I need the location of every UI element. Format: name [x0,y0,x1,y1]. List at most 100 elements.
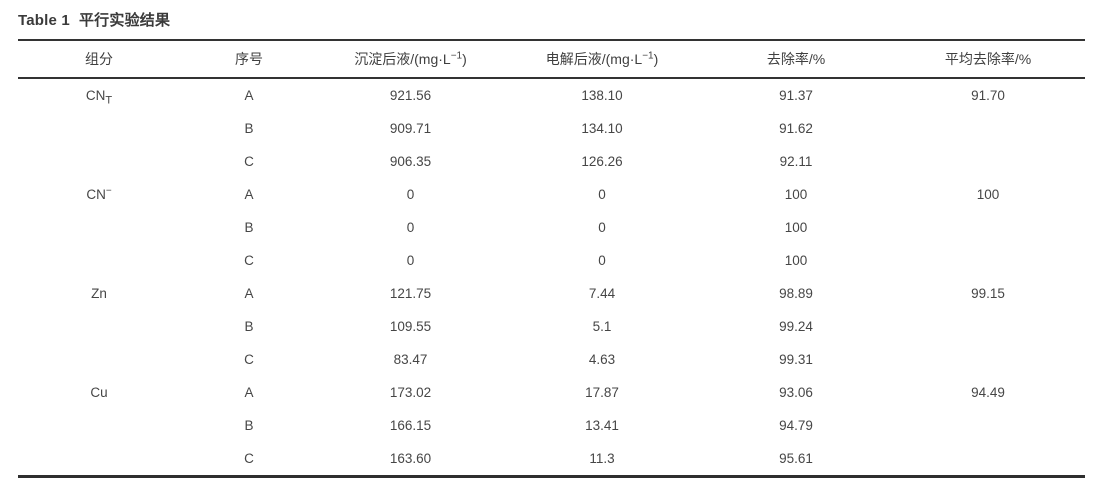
cell-serial: A [244,385,254,400]
cell-removal: 95.61 [779,451,813,466]
col-header-serial: 序号 [180,40,318,78]
cell-component [18,244,180,277]
cell-serial: B [244,121,254,136]
cell-component [18,343,180,376]
cell-precipitation: 83.47 [393,352,428,367]
col-header-electrolysis: 电解后液/(mg·L−1) [503,40,701,78]
header-label: 组分 [85,51,113,67]
cell-removal: 94.79 [779,418,813,433]
component-label: Cu [90,385,108,400]
col-header-removal: 去除率/% [701,40,891,78]
cell-avg_removal: 100 [976,187,1000,202]
cell-electrolysis: 7.44 [588,286,616,301]
header-row: 组分 序号 沉淀后液/(mg·L−1) 电解后液/(mg·L−1) 去除率/% 平均去除率… [18,40,1085,78]
cell-precipitation: 906.35 [389,154,432,169]
cell-component: Cu [18,376,180,409]
table-row: C 83.47 4.63 99.31 [18,343,1085,376]
table-title: Table 1 平行实验结果 [18,9,170,30]
cell-avg_removal [891,211,1085,244]
cell-removal: 99.24 [779,319,813,334]
cell-serial: B [244,418,254,433]
cell-component [18,442,180,477]
cell-component [18,112,180,145]
table-title-label: Table 1 [18,12,70,29]
cell-precipitation: 109.55 [389,319,432,334]
component-superscript: − [105,185,112,197]
cell-serial: B [244,319,254,334]
component-label: CN [86,187,106,202]
table-title-text: 平行实验结果 [78,12,171,29]
cell-serial: C [244,253,254,268]
cell-avg_removal [891,244,1085,277]
cell-electrolysis: 134.10 [581,121,623,136]
table-row: B 166.15 13.41 94.79 [18,409,1085,442]
col-header-avg_removal: 平均去除率/% [891,40,1085,78]
component-label: Zn [91,286,107,301]
cell-electrolysis: 11.3 [589,451,615,466]
cell-precipitation: 163.60 [389,451,432,466]
col-header-precipitation: 沉淀后液/(mg·L−1) [318,40,503,78]
table-body: CNT A 921.56 138.10 91.37 91.70 B 909.71 134.10 9… [18,78,1085,477]
cell-removal: 93.06 [779,385,813,400]
table-row: B 0 0 100 [18,211,1085,244]
cell-removal: 98.89 [779,286,813,301]
cell-component: CNT [18,78,180,112]
header-label: 平均去除率/% [944,51,1032,67]
table-row: C 0 0 100 [18,244,1085,277]
table-row: CNT A 921.56 138.10 91.37 91.70 [18,78,1085,112]
cell-electrolysis: 0 [598,220,606,235]
cell-electrolysis: 5.1 [592,319,612,334]
header-label: 沉淀后液/(mg·L [354,51,451,67]
cell-serial: A [244,88,254,103]
cell-precipitation: 0 [406,220,415,235]
cell-component [18,409,180,442]
table-row: CN− A 0 0 100 100 [18,178,1085,211]
cell-removal: 91.37 [779,88,813,103]
cell-removal: 100 [784,253,808,268]
cell-component [18,310,180,343]
cell-avg_removal: 94.49 [971,385,1005,400]
table-row: C 906.35 126.26 92.11 [18,145,1085,178]
cell-component [18,211,180,244]
header-label: 电解后液/(mg·L [545,51,643,67]
header-label: 序号 [235,51,263,67]
cell-precipitation: 166.15 [389,418,432,433]
cell-precipitation: 0 [406,187,415,202]
cell-avg_removal [891,343,1085,376]
cell-component [18,145,180,178]
cell-electrolysis: 0 [598,253,606,268]
cell-precipitation: 921.56 [389,88,432,103]
cell-electrolysis: 0 [598,187,606,202]
cell-electrolysis: 13.41 [585,418,619,433]
cell-avg_removal: 99.15 [971,286,1005,301]
component-label: CN [85,88,106,103]
cell-precipitation: 909.71 [389,121,432,136]
cell-precipitation: 173.02 [389,385,432,400]
cell-electrolysis: 138.10 [581,88,623,103]
table-row: B 909.71 134.10 91.62 [18,112,1085,145]
cell-avg_removal: 91.70 [971,88,1005,103]
cell-component: CN− [18,178,180,211]
table-row: Zn A 121.75 7.44 98.89 99.15 [18,277,1085,310]
cell-component: Zn [18,277,180,310]
cell-removal: 92.11 [779,154,813,169]
cell-removal: 100 [784,220,808,235]
cell-electrolysis: 126.26 [581,154,623,169]
cell-removal: 91.62 [779,121,813,136]
table-row: Cu A 173.02 17.87 93.06 94.49 [18,376,1085,409]
header-label-close: ) [462,51,467,67]
cell-electrolysis: 17.87 [585,385,619,400]
component-subscript: T [105,94,113,107]
cell-precipitation: 121.75 [389,286,432,301]
header-superscript: −1 [450,50,463,62]
header-label: 去除率/% [766,51,826,67]
cell-serial: C [244,352,254,367]
table-header: 组分 序号 沉淀后液/(mg·L−1) 电解后液/(mg·L−1) 去除率/% 平均去除率… [18,40,1085,78]
cell-removal: 100 [784,187,808,202]
cell-avg_removal [891,145,1085,178]
cell-serial: C [244,451,254,466]
cell-precipitation: 0 [406,253,415,268]
cell-avg_removal [891,409,1085,442]
cell-serial: C [244,154,254,169]
cell-serial: A [244,187,254,202]
